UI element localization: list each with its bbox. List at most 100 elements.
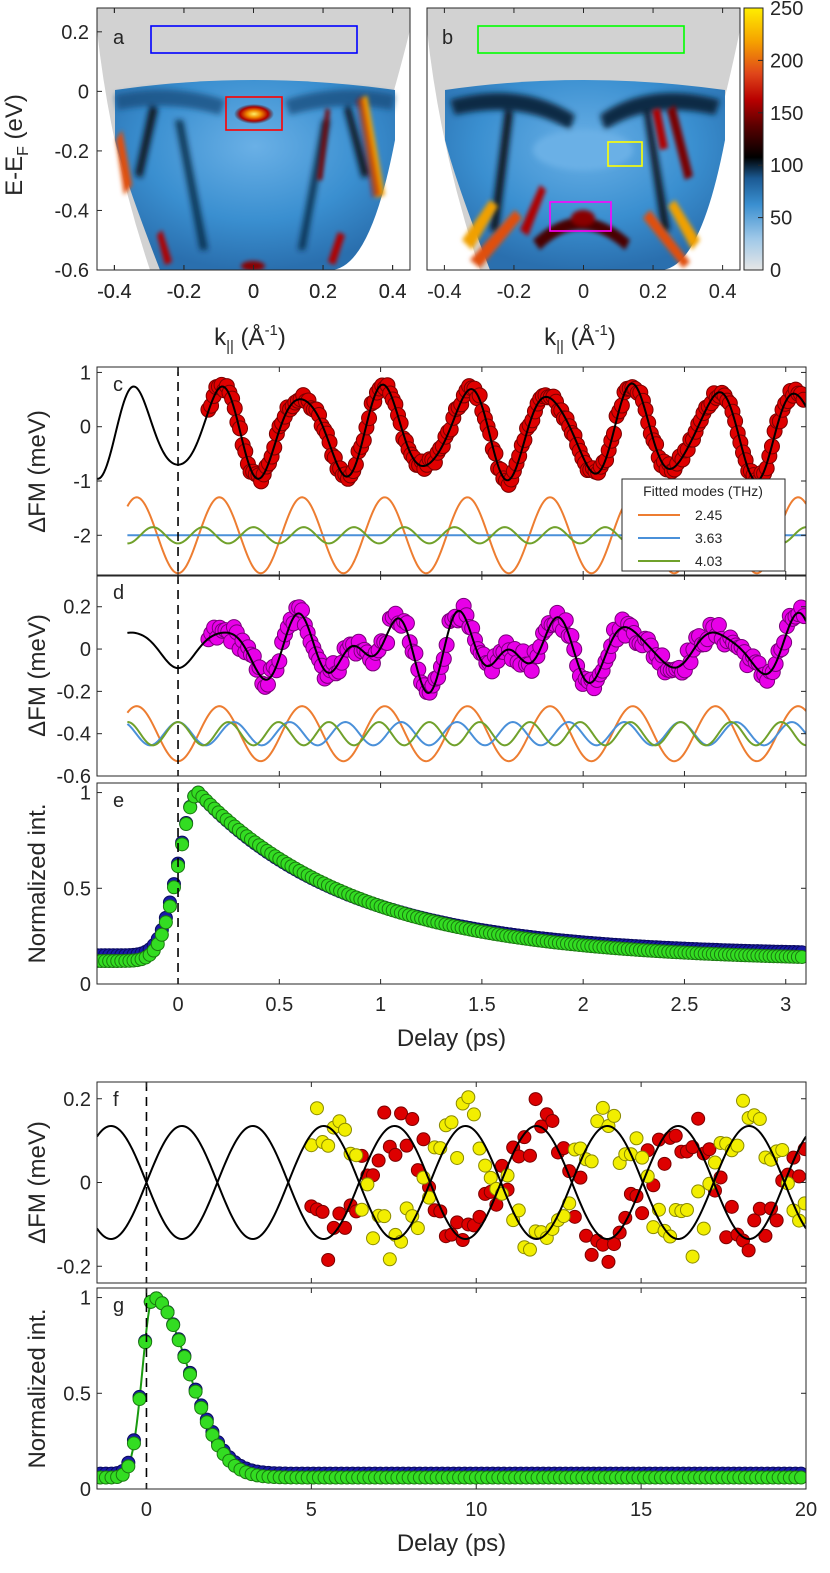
- ytick-label: 0.5: [63, 878, 91, 900]
- xtick-label: 0.4: [379, 281, 407, 303]
- xtick-label: 0: [248, 281, 259, 303]
- panel-label-a: a: [113, 27, 125, 49]
- data-point-f-red: [747, 1213, 762, 1228]
- xtick-label: 5: [306, 1499, 317, 1521]
- data-point-f-red: [792, 1169, 806, 1184]
- data-point-e-green: [179, 817, 194, 832]
- data-point-e-green: [154, 927, 169, 942]
- ytick-label: 0.5: [63, 1383, 91, 1405]
- data-point-f-red: [668, 1128, 683, 1143]
- xtick-label: 0.2: [639, 281, 667, 303]
- data-point-f-yellow: [752, 1112, 767, 1127]
- axes-frame: [96, 1287, 807, 1490]
- ytick-label: 0: [80, 1173, 91, 1195]
- data-point-f-yellow: [736, 1093, 751, 1108]
- panel-label-b: b: [442, 27, 453, 49]
- data-point-f-yellow: [522, 1242, 537, 1257]
- data-point-f-yellow: [366, 1231, 381, 1246]
- data-point-f-red: [612, 1225, 627, 1240]
- data-point-f-yellow: [309, 1101, 324, 1116]
- data-point-f-yellow: [377, 1209, 392, 1224]
- xlabel-k-a: k|| (Å-1): [214, 322, 286, 355]
- ytick-label: -0.2: [55, 141, 89, 163]
- ylabel: ΔFM (meV): [24, 1121, 51, 1244]
- data-point-f-yellow: [466, 1107, 481, 1122]
- data-point-d: [654, 647, 671, 664]
- ytick-label: -0.6: [57, 766, 91, 788]
- xtick-label: -0.2: [167, 281, 201, 303]
- data-point-d: [398, 615, 415, 632]
- data-point-g-green: [160, 1305, 175, 1320]
- panel-label-d: d: [113, 582, 124, 604]
- xtick-label: -0.4: [97, 281, 131, 303]
- data-point-f-red: [528, 1092, 543, 1107]
- colorbar-tick-label: 0: [770, 260, 781, 282]
- xtick-label: 20: [795, 1499, 817, 1521]
- colorbar-tick-label: 50: [770, 208, 792, 230]
- data-point-e-green: [162, 899, 177, 914]
- ytick-label: -0.4: [55, 200, 89, 222]
- data-point-f-yellow: [629, 1131, 644, 1146]
- panel-label-c: c: [113, 374, 123, 396]
- data-point-f-red: [545, 1113, 560, 1128]
- xtick-label: 2: [578, 994, 589, 1016]
- ytick-label: -0.6: [55, 260, 89, 282]
- data-point-f-red: [315, 1204, 330, 1219]
- data-point-f-red: [371, 1153, 386, 1168]
- data-point-f-yellow: [635, 1150, 650, 1165]
- data-point-f-red: [702, 1142, 717, 1157]
- data-point-d: [259, 676, 276, 693]
- data-point-f-yellow: [584, 1154, 599, 1169]
- xtick-label: 0.2: [309, 281, 337, 303]
- data-point-f-yellow: [685, 1249, 700, 1264]
- panel-c: 1 0 -1 -2 c ΔFM (meV): [24, 362, 807, 577]
- data-point-f-red: [321, 1252, 336, 1267]
- xtick-label: 0.4: [379, 281, 407, 303]
- data-point-d: [523, 662, 540, 679]
- data-point-f-red: [691, 1111, 706, 1126]
- data-point-f-red: [405, 1112, 420, 1127]
- ytick-label: 0.2: [61, 22, 89, 44]
- data-point-f-red: [388, 1147, 403, 1162]
- svg-text:k|| (Å-1): k|| (Å-1): [214, 322, 286, 355]
- data-point-d: [271, 653, 288, 670]
- data-point-g-green: [177, 1350, 192, 1365]
- data-point-g-green: [121, 1459, 136, 1474]
- data-point-f-yellow: [730, 1138, 745, 1153]
- data-point-f-yellow: [321, 1138, 336, 1153]
- fitted-modes-legend: Fitted modes (THz) 2.45 3.63 4.03: [621, 478, 786, 572]
- panel-label-e: e: [113, 790, 124, 812]
- colorbar: 250 200 150 100 50 0: [743, 0, 803, 282]
- fit-curve-c: [97, 382, 806, 482]
- xtick-label: 10: [465, 1499, 487, 1521]
- data-point-f-yellow: [679, 1202, 694, 1217]
- colorbar-tick-label: 250: [770, 0, 803, 20]
- panel-f: 0.2 0 -0.2 f ΔFM (meV): [24, 1081, 807, 1284]
- ytick-label: 0: [80, 1479, 91, 1501]
- xtick-label: 1.5: [468, 994, 496, 1016]
- data-point-e-green: [158, 915, 173, 930]
- data-point-f-yellow: [360, 1177, 375, 1192]
- data-point-f-yellow: [696, 1221, 711, 1236]
- panel-d: 0.2 0 -0.2 -0.4 -0.6 d ΔFM (meV): [24, 574, 807, 788]
- data-point-f-red: [522, 1148, 537, 1163]
- xtick-label: 0.4: [709, 281, 737, 303]
- xtick-label: 0: [172, 994, 183, 1016]
- mode-curve-d-2: [127, 721, 806, 747]
- xtick-label: -0.2: [497, 281, 531, 303]
- legend-item-3-63: 3.63: [695, 530, 722, 546]
- xtick-label: -0.4: [97, 281, 131, 303]
- data-point-f-yellow: [595, 1100, 610, 1115]
- xtick-label: 0: [141, 1499, 152, 1521]
- data-point-e-green: [794, 949, 806, 964]
- ytick-label: -0.2: [57, 1256, 91, 1278]
- panel-label-g: g: [113, 1295, 124, 1317]
- data-point-f-red: [394, 1106, 409, 1121]
- xtick-label: 0: [578, 281, 589, 303]
- data-point-e-green: [175, 837, 190, 852]
- data-point-g-green: [132, 1392, 147, 1407]
- ylabel: Normalized int.: [24, 1308, 51, 1468]
- fit-curve-f-2: [97, 1124, 806, 1241]
- ytick-label: 0: [80, 974, 91, 996]
- data-point-f-red: [517, 1130, 532, 1145]
